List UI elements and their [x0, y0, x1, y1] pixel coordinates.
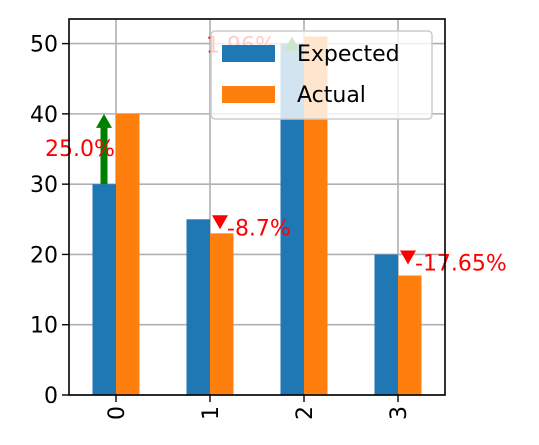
- plot-frame: [68, 18, 446, 396]
- y-tick-label: 50: [30, 33, 58, 58]
- percent-change-label: -8.7%: [227, 216, 291, 241]
- legend: Expected Actual: [210, 30, 433, 120]
- bar-expected: [280, 43, 304, 395]
- legend-swatch-actual: [222, 86, 275, 103]
- legend-label-expected: Expected: [297, 42, 400, 67]
- bar-actual: [116, 113, 140, 395]
- y-tick-label: 0: [44, 384, 58, 409]
- y-tick-label: 40: [30, 103, 58, 128]
- percent-change-label: -17.65%: [415, 251, 507, 276]
- percent-change-label: 25.0%: [45, 137, 115, 162]
- up-arrow-icon: [96, 113, 112, 128]
- change-arrow-shaft: [100, 126, 108, 185]
- legend-label-actual: Actual: [297, 83, 366, 108]
- x-tick-label: 2: [293, 406, 318, 420]
- bar-actual: [210, 233, 234, 395]
- x-tick-label: 3: [387, 406, 412, 420]
- bar-expected: [374, 254, 398, 395]
- x-tick-label: 0: [105, 406, 130, 420]
- axis-ticks: 0 10 20 30 40 50 0 1 2 3: [30, 33, 412, 420]
- down-arrow-icon: [212, 215, 228, 230]
- y-tick-label: 30: [30, 173, 58, 198]
- y-tick-label: 10: [30, 314, 58, 339]
- bar-expected: [92, 184, 116, 395]
- down-arrow-icon: [400, 250, 416, 265]
- legend-swatch-expected: [222, 45, 275, 62]
- bar-expected: [186, 219, 210, 395]
- bars: [92, 36, 422, 395]
- bar-actual: [398, 275, 422, 395]
- y-tick-label: 20: [30, 243, 58, 268]
- x-tick-label: 1: [199, 406, 224, 420]
- bar-actual: [304, 36, 328, 395]
